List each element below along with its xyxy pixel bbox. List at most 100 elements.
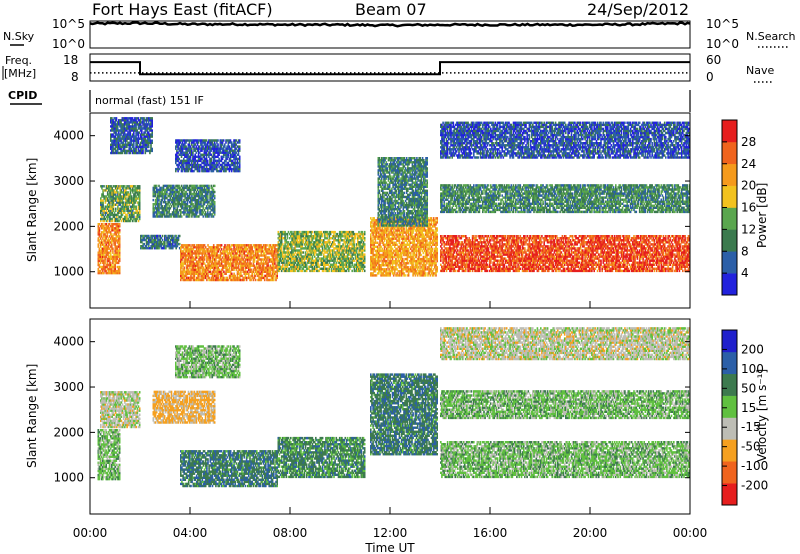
- range-gate-cell: [211, 163, 214, 167]
- range-gate-cell: [147, 131, 150, 134]
- range-gate-cell: [130, 205, 133, 208]
- range-gate-cell: [138, 193, 141, 196]
- range-gate-cell: [170, 194, 173, 198]
- range-gate-cell: [203, 141, 206, 144]
- range-gate-cell: [118, 257, 121, 261]
- range-gate-cell: [205, 186, 208, 190]
- range-gate-cell: [159, 234, 161, 238]
- range-gate-cell: [151, 245, 153, 248]
- range-gate-cell: [111, 255, 113, 258]
- range-gate-cell: [137, 195, 140, 198]
- range-gate-cell: [130, 199, 133, 202]
- range-gate-cell: [176, 236, 179, 240]
- range-gate-cell: [198, 201, 200, 204]
- range-gate-cell: [149, 125, 151, 128]
- range-gate-cell: [136, 131, 138, 134]
- range-gate-cell: [193, 141, 195, 144]
- range-gate-cell: [211, 201, 214, 204]
- range-gate-cell: [108, 209, 110, 212]
- range-gate-cell: [152, 192, 155, 196]
- range-gate-cell: [112, 143, 114, 146]
- range-gate-cell: [128, 127, 130, 130]
- range-gate-cell: [130, 143, 133, 146]
- range-gate-cell: [160, 236, 163, 240]
- range-gate-cell: [104, 249, 106, 252]
- range-gate-cell: [117, 213, 119, 217]
- range-gate-cell: [131, 149, 134, 153]
- range-gate-cell: [178, 153, 180, 156]
- range-gate-cell: [167, 203, 169, 206]
- range-gate-cell: [147, 141, 150, 144]
- range-gate-cell: [113, 267, 115, 271]
- range-gate-cell: [194, 211, 197, 214]
- range-gate-cell: [107, 253, 110, 256]
- range-gate-cell: [123, 129, 126, 132]
- range-gate-cell: [166, 209, 168, 212]
- range-gate-cell: [156, 240, 158, 244]
- range-gate-cell: [126, 191, 128, 194]
- range-gate-cell: [209, 194, 211, 198]
- range-gate-cell: [209, 153, 211, 156]
- range-gate-cell: [159, 242, 161, 246]
- range-gate-cell: [197, 149, 200, 152]
- range-gate-cell: [123, 121, 126, 124]
- range-gate-cell: [204, 153, 207, 156]
- range-gate-cell: [97, 239, 100, 242]
- range-gate-cell: [187, 209, 190, 212]
- range-gate-cell: [101, 185, 103, 188]
- range-gate-cell: [122, 143, 125, 146]
- range-gate-cell: [201, 143, 203, 146]
- range-gate-cell: [196, 215, 199, 218]
- range-gate-cell: [133, 193, 135, 196]
- range-gate-cell: [113, 185, 116, 188]
- range-gate-cell: [204, 211, 207, 214]
- range-gate-cell: [179, 211, 182, 214]
- range-gate-cell: [167, 184, 169, 188]
- range-gate-cell: [118, 235, 121, 238]
- range-gate-cell: [129, 189, 132, 192]
- range-gate-cell: [196, 143, 199, 146]
- range-gate-cell: [167, 207, 169, 210]
- range-gate-cell: [175, 211, 177, 214]
- range-gate-cell: [105, 247, 107, 250]
- range-gate-cell: [119, 187, 121, 190]
- range-gate-cell: [111, 229, 113, 232]
- range-gate-cell: [109, 249, 112, 252]
- range-gate-cell: [186, 201, 189, 204]
- range-gate-cell: [116, 271, 119, 275]
- range-gate-cell: [150, 129, 152, 132]
- range-gate-cell: [121, 143, 124, 146]
- range-gate-cell: [119, 215, 121, 219]
- range-gate-cell: [150, 149, 152, 153]
- range-gate-cell: [154, 242, 157, 246]
- range-gate-cell: [209, 161, 211, 165]
- range-gate-cell: [127, 141, 129, 144]
- range-gate-cell: [179, 151, 182, 154]
- range-gate-cell: [102, 269, 104, 273]
- range-gate-cell: [99, 243, 102, 246]
- range-gate-cell: [112, 197, 115, 200]
- range-gate-cell: [112, 151, 114, 155]
- range-gate-cell: [113, 131, 115, 134]
- range-gate-cell: [119, 207, 121, 210]
- range-gate-cell: [138, 205, 141, 208]
- range-gate-cell: [178, 147, 180, 150]
- range-gate-cell: [193, 186, 195, 190]
- range-gate-cell: [192, 192, 194, 196]
- range-gate-cell: [202, 215, 205, 218]
- range-gate-cell: [115, 227, 118, 230]
- range-gate-cell: [174, 190, 176, 194]
- range-gate-cell: [173, 192, 175, 196]
- range-gate-cell: [129, 129, 132, 132]
- range-gate-cell: [105, 237, 107, 240]
- range-gate-cell: [133, 147, 135, 151]
- range-gate-cell: [137, 201, 140, 204]
- range-gate-cell: [132, 201, 134, 204]
- range-gate-cell: [122, 139, 125, 142]
- range-gate-cell: [183, 153, 185, 156]
- range-gate-cell: [129, 119, 132, 122]
- range-gate-cell: [109, 255, 112, 258]
- range-gate-cell: [145, 123, 148, 126]
- range-gate-cell: [160, 211, 163, 214]
- range-gate-cell: [105, 269, 107, 273]
